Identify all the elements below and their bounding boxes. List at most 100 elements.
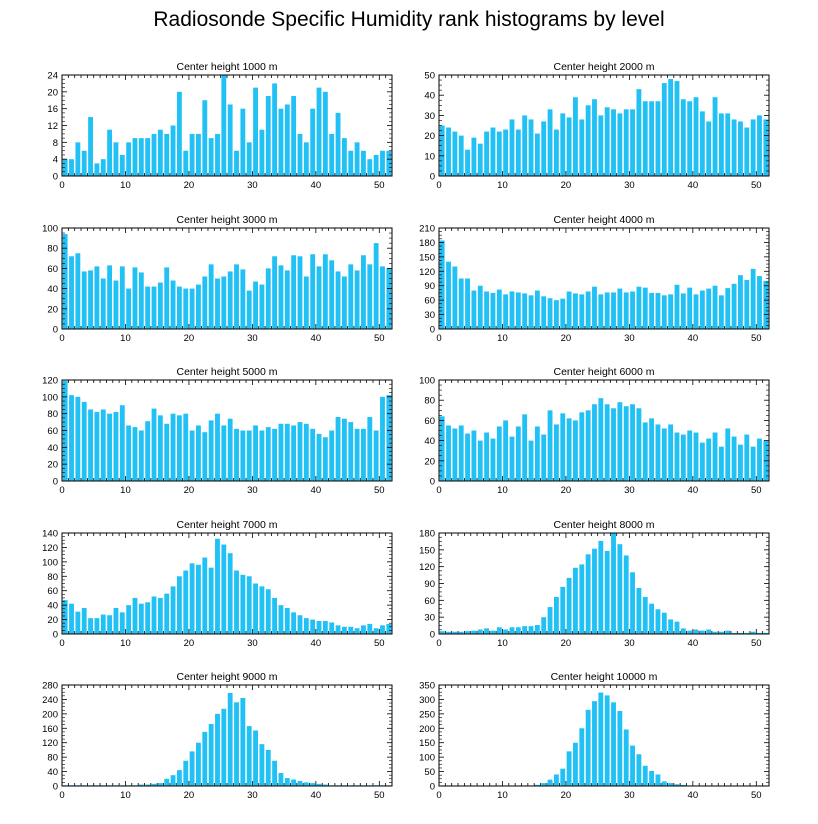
histogram-bar [316,621,322,634]
histogram-bar [373,628,379,634]
plot-frame [438,532,770,635]
histogram-bar [750,268,756,329]
histogram-bar [680,628,686,634]
histogram-bar [439,631,445,634]
y-tick-label: 140 [42,529,58,540]
y-tick-label: 80 [424,396,435,407]
histogram-bar [145,138,151,177]
y-tick-label: 30 [424,613,435,624]
histogram-bar [113,411,119,481]
histogram-bar [354,628,360,634]
histogram-bar [655,101,661,176]
histogram-bar [151,783,157,786]
x-tick-label: 0 [59,790,64,801]
histogram-bar [126,142,132,176]
histogram-bar [221,544,227,634]
histogram-bar [611,292,616,329]
y-tick-label: 40 [424,91,435,102]
histogram-bar [107,413,113,481]
histogram-bar [439,125,445,176]
histogram-bar [617,402,623,481]
histogram-bar [617,288,623,329]
histogram-bar [145,286,151,329]
histogram-bar [585,105,591,176]
y-tick-label: 100 [419,376,435,387]
histogram-bar [246,142,252,176]
histogram-bar [361,255,366,329]
histogram-bar [100,278,106,329]
histogram-bar [284,104,290,176]
x-tick-label: 20 [184,790,195,801]
histogram-bar [240,574,246,634]
x-tick-label: 20 [184,485,195,496]
histogram-bar [107,129,113,176]
histogram-bar [272,597,278,634]
histogram-bar [668,783,674,786]
x-tick-label: 0 [59,638,64,649]
histogram-bar [573,742,578,786]
histogram-bar [560,768,566,786]
chart-main-title: Radiosonde Specific Humidity rank histog… [153,8,665,31]
histogram-bar [712,285,718,329]
histogram-bar [157,129,163,176]
histogram-bar [272,428,278,481]
histogram-bar [623,729,629,786]
histogram-bar [503,294,509,329]
x-tick-label: 50 [374,333,385,344]
histogram-bar [490,438,496,481]
histogram-bar [522,115,528,176]
histogram-bar [75,253,81,329]
histogram-bar [452,428,458,481]
x-tick-label: 50 [374,638,385,649]
x-tick-label: 10 [497,790,508,801]
y-tick-label: 90 [424,579,435,590]
histogram-bar [509,627,515,634]
y-tick-label: 0 [430,630,435,641]
x-tick-label: 40 [311,485,322,496]
panel-title: Center height 2000 m [554,61,655,73]
histogram-bar [316,433,322,481]
y-tick-label: 30 [424,111,435,122]
histogram-bar [189,751,195,786]
y-tick-label: 0 [430,325,435,336]
y-tick-label: 20 [424,456,435,467]
histogram-bar [126,425,132,481]
histogram-bar [471,290,477,329]
histogram-bar [329,260,335,329]
y-tick-label: 80 [47,753,58,764]
y-tick-label: 350 [419,681,435,692]
histogram-bar [202,731,208,786]
histogram-bar [151,133,157,176]
histogram-bar [579,412,585,481]
histogram-bar [240,430,246,481]
histogram-bar [253,87,258,177]
histogram-bar [246,430,252,481]
histogram-bar [630,572,635,634]
histogram-bar [341,138,347,177]
histogram-bar [630,109,635,176]
histogram-bar [560,298,566,329]
histogram-panel: Center height 9000 m 0 10 20 30 40 50 0 40 80 120 1… [42,671,393,801]
histogram-bar [541,296,547,329]
histogram-bar [611,702,616,786]
histogram-bar [471,430,477,481]
histogram-bar [278,605,284,634]
histogram-bar [170,586,176,634]
histogram-bar [81,150,87,176]
x-tick-label: 50 [374,790,385,801]
histogram-panel: Center height 1000 m 0 10 20 30 40 50 0 4 8 12 16 20… [47,61,393,191]
histogram-bar [234,428,239,481]
histogram-bar [234,702,239,786]
x-tick-label: 30 [247,638,258,649]
histogram-bar [623,555,629,634]
histogram-bar [253,281,258,329]
histogram-bar [496,426,502,481]
histogram-bar [145,602,151,634]
histogram-bar [234,570,239,634]
y-tick-label: 150 [419,252,435,263]
x-tick-label: 0 [59,485,64,496]
histogram-bar [373,430,379,481]
y-tick-label: 40 [424,436,435,447]
histogram-bar [623,406,629,481]
y-tick-label: 60 [47,586,58,597]
